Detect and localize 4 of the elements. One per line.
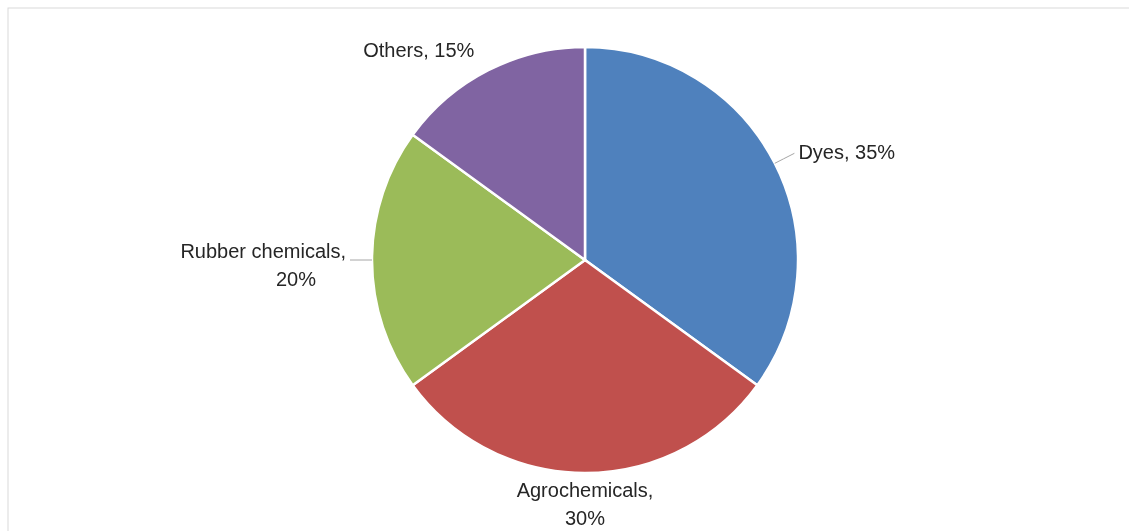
slice-label: Agrochemicals, 30%	[516, 479, 654, 529]
slice-label: Rubber chemicals, 20%	[180, 240, 346, 290]
slice-label: Dyes, 35%	[798, 141, 896, 164]
slice-label: Others, 15%	[363, 38, 475, 61]
